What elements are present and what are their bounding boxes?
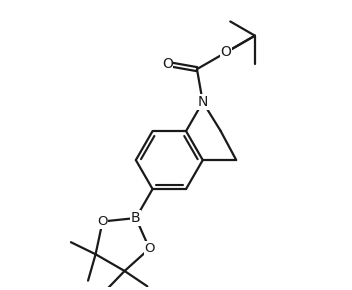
Text: B: B xyxy=(131,211,141,225)
Text: N: N xyxy=(197,95,208,109)
Text: O: O xyxy=(144,242,155,255)
Text: O: O xyxy=(162,57,173,71)
Text: O: O xyxy=(220,46,231,59)
Text: O: O xyxy=(97,215,108,228)
